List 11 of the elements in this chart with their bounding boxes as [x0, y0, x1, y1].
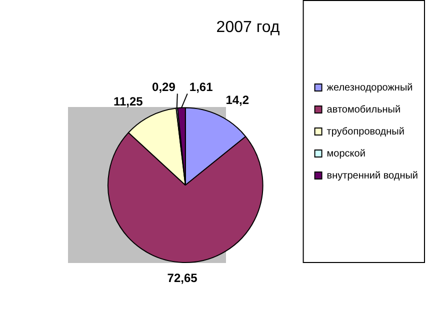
data-label: 1,61 — [189, 80, 214, 94]
text: 2007 год — [216, 19, 280, 36]
legend-label: внутренний водный — [326, 170, 418, 182]
legend-label: автомобильный — [326, 104, 401, 116]
data-label: 0,29 — [152, 80, 176, 94]
data-label: 72,65 — [167, 270, 198, 285]
data-label: 11,25 — [113, 94, 144, 108]
legend-label: трубопроводный — [326, 126, 404, 138]
data-label: 14,2 — [226, 93, 250, 108]
legend-label: железнодорожный — [326, 82, 413, 94]
legend-label: морской — [326, 148, 366, 160]
